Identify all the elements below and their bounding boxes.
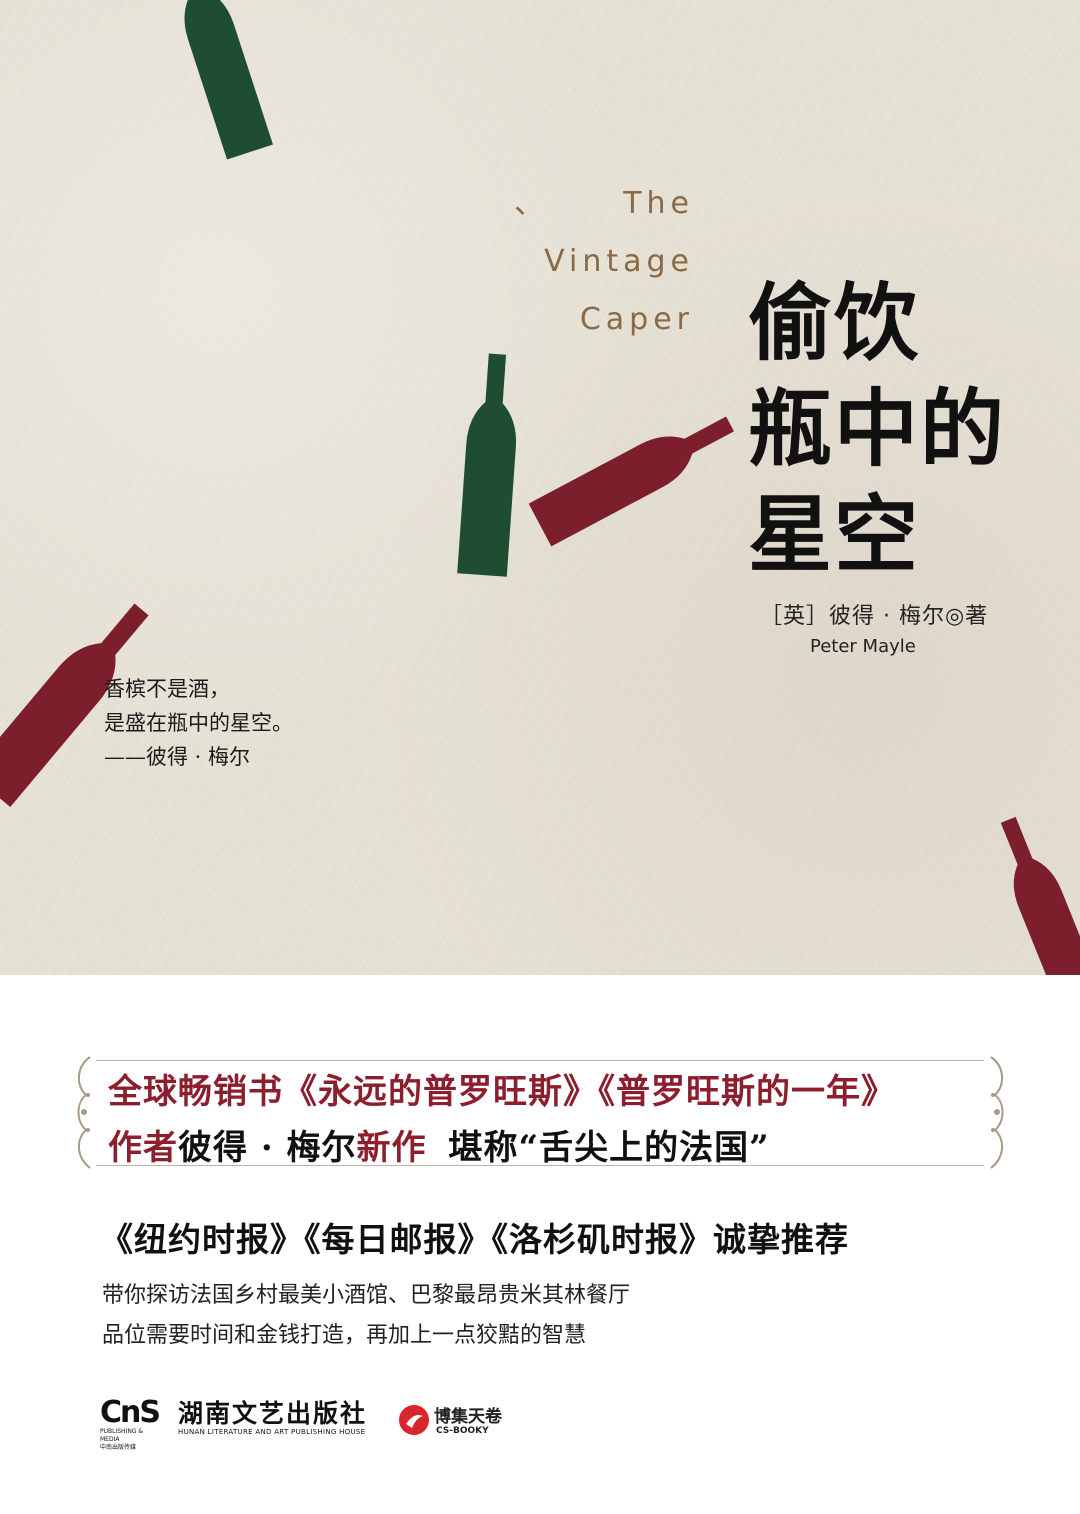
green-bottle-top — [160, 0, 273, 160]
title-dot: 、 — [514, 186, 550, 221]
promo-panel — [0, 975, 1080, 1514]
frame-rule-bottom — [96, 1165, 984, 1166]
ornament-right-icon — [990, 1056, 1004, 1169]
english-title-line-1: The — [623, 186, 694, 221]
english-title-line-2: Vintage — [544, 244, 694, 279]
author-name-english: Peter Mayle — [810, 636, 916, 657]
cover-quote: 香槟不是酒， 是盛在瓶中的星空。 ——彼得 · 梅尔 — [104, 672, 293, 774]
headline-line-1: 全球畅销书《永远的普罗旺斯》《普罗旺斯的一年》 — [108, 1072, 896, 1112]
cns-sub-cn: 中南出版传媒 — [100, 1444, 137, 1451]
chinese-title-line-2: 瓶中的 — [748, 379, 1007, 478]
quote-line-3: ——彼得 · 梅尔 — [104, 745, 251, 769]
red-bottle-middle — [528, 402, 742, 547]
description: 带你探访法国乡村最美小酒馆、巴黎最昂贵米其林餐厅 品位需要时间和金钱打造，再加上… — [102, 1276, 630, 1356]
book-cover-top: 、 The Vintage Caper 偷饮 瓶中的 星空 ［英］彼得 · 梅尔◎… — [0, 0, 1080, 975]
green-bottle-middle — [457, 352, 523, 577]
cns-mark: CnS — [100, 1395, 161, 1430]
quote-line-1: 香槟不是酒， — [104, 677, 230, 701]
quote-line-2: 是盛在瓶中的星空。 — [104, 711, 293, 735]
cns-sub-en: PUBLISHING & MEDIA — [100, 1428, 144, 1443]
bojie-emblem-icon — [399, 1405, 429, 1435]
chinese-title: 偷饮 瓶中的 星空 — [748, 270, 1048, 588]
english-title: 、 The Vintage Caper — [514, 175, 694, 349]
headline-line-2: 作者彼得 · 梅尔新作 堪称“舌尖上的法国” — [108, 1120, 770, 1169]
publisher-logos: CnS PUBLISHING & MEDIA 中南出版传媒 湖南文艺出版社 HU… — [100, 1398, 660, 1458]
bojie-logo: 博集天卷 CS-BOOKY — [398, 1400, 528, 1446]
english-title-line-3: Caper — [579, 302, 694, 337]
headline-2-tagline: 堪称“舌尖上的法国” — [448, 1128, 770, 1168]
recommendation-line: 《纽约时报》《每日邮报》《洛杉矶时报》诚挚推荐 — [100, 1220, 849, 1259]
headline-2-author-name: 彼得 · 梅尔 — [178, 1128, 357, 1168]
description-line-1: 带你探访法国乡村最美小酒馆、巴黎最昂贵米其林餐厅 — [102, 1283, 631, 1308]
cns-logo: CnS PUBLISHING & MEDIA 中南出版传媒 — [100, 1395, 162, 1452]
bojie-cn: 博集天卷 — [434, 1407, 502, 1427]
headline-2-author-prefix: 作者 — [108, 1128, 178, 1168]
chinese-title-line-3: 星空 — [748, 485, 921, 584]
hunan-publisher-logo: 湖南文艺出版社 HUNAN LITERATURE AND ART PUBLISH… — [178, 1399, 388, 1437]
frame-rule-top — [96, 1060, 984, 1061]
ornament-left-icon — [77, 1056, 91, 1169]
author-block: ［英］彼得 · 梅尔◎著 Peter Mayle — [760, 598, 988, 657]
author-name-chinese: ［英］彼得 · 梅尔◎著 — [760, 604, 989, 629]
hunan-publisher-cn: 湖南文艺出版社 — [178, 1399, 368, 1428]
hunan-publisher-en: HUNAN LITERATURE AND ART PUBLISHING HOUS… — [178, 1428, 366, 1436]
bojie-en: CS-BOOKY — [436, 1426, 489, 1436]
headline-2-new-work: 新作 — [356, 1128, 427, 1168]
red-bottle-right — [986, 811, 1080, 975]
description-line-2: 品位需要时间和金钱打造，再加上一点狡黠的智慧 — [102, 1323, 587, 1348]
chinese-title-line-1: 偷饮 — [748, 273, 921, 372]
